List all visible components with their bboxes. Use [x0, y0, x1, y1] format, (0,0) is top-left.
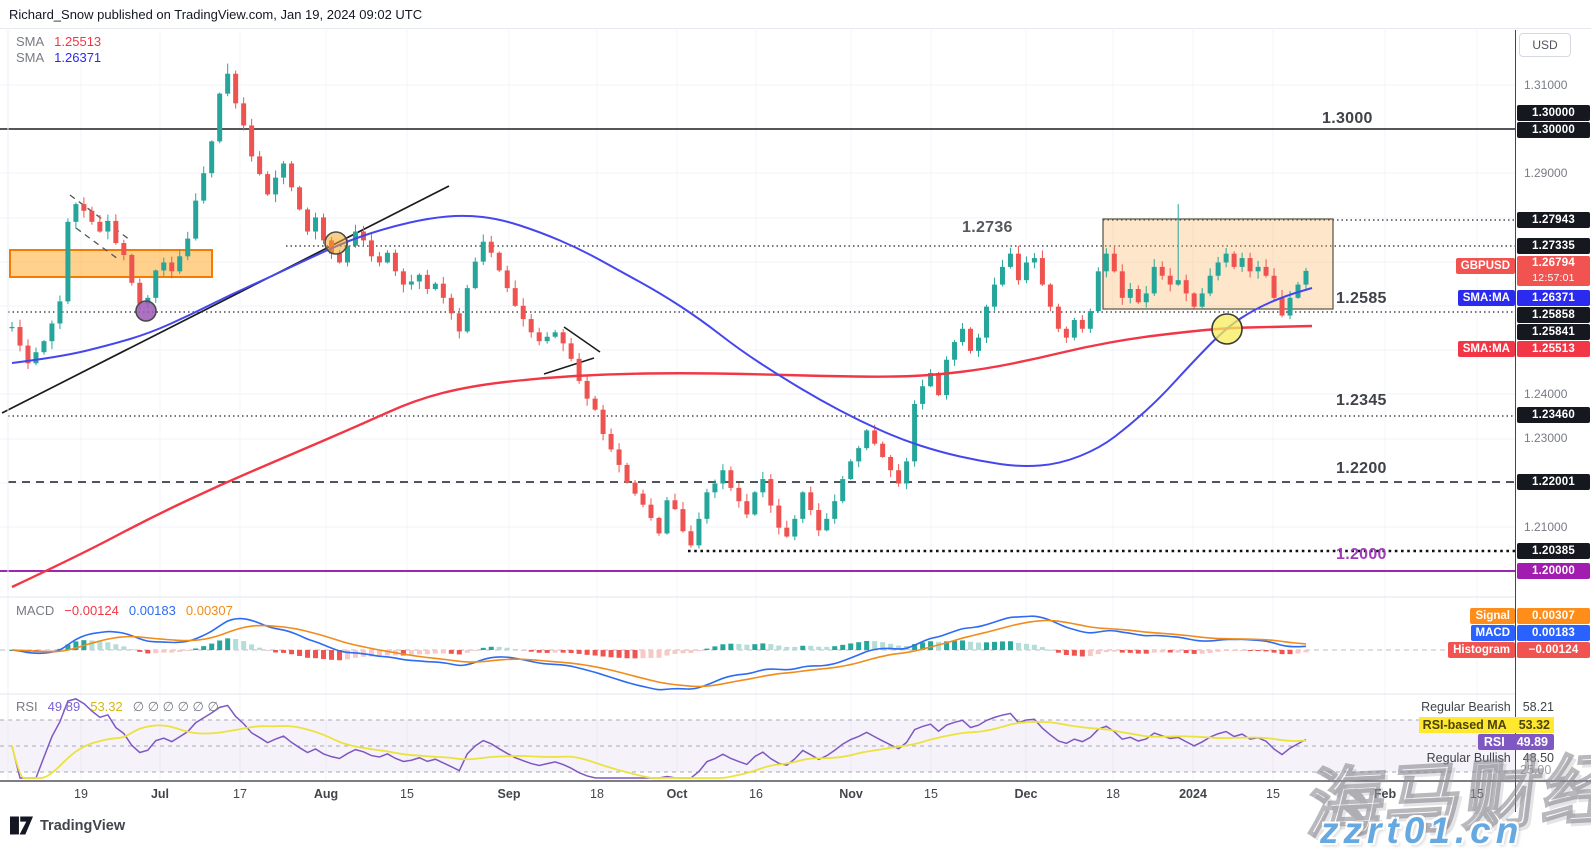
- price-line-badge: 1.25841: [1517, 324, 1590, 340]
- tradingview-brand-text: TradingView: [40, 817, 126, 834]
- price-line-badge: 1.25858: [1517, 307, 1590, 323]
- rsi-value: 49.89: [47, 699, 81, 714]
- sma1-label: SMA: [16, 34, 45, 49]
- histogram-value-badge: −0.00124: [1517, 642, 1590, 658]
- rsi-label: RSI: [16, 699, 38, 714]
- time-tick-15: 15: [400, 787, 414, 801]
- price-line-badge: 1.30000: [1517, 105, 1590, 121]
- rsi-ma-value: 53.32: [90, 699, 123, 714]
- last-price-badge: 1.26794 12:57:01: [1517, 256, 1590, 286]
- time-tick-16: 16: [749, 787, 763, 801]
- currency-toggle-button[interactable]: USD: [1519, 33, 1571, 57]
- time-tick-Sep: Sep: [497, 787, 521, 801]
- level-label-1.3000: 1.3000: [1322, 110, 1373, 127]
- macd-value-badge: 0.00183: [1517, 625, 1590, 641]
- price-tick: 1.21000: [1524, 520, 1568, 534]
- time-tick-Nov: Nov: [839, 787, 863, 801]
- sma-label-badge: SMA:MA: [1457, 341, 1515, 357]
- price-line-badge: 1.27335: [1517, 238, 1590, 254]
- price-tick: 1.31000: [1524, 78, 1568, 92]
- time-tick-19: 19: [74, 787, 88, 801]
- sma-legend-row-2[interactable]: SMA 1.26371: [16, 50, 101, 65]
- price-tick: 1.29000: [1524, 166, 1568, 180]
- time-tick-Jul: Jul: [150, 787, 170, 801]
- macd-line-value: 0.00183: [128, 603, 176, 618]
- yellow-cross-circle: [1211, 313, 1243, 345]
- level-label-1.2000: 1.2000: [1336, 546, 1387, 563]
- rsi-legend[interactable]: RSI 49.89 53.32 ∅ ∅ ∅ ∅ ∅ ∅: [16, 699, 219, 715]
- signal-label-badge: Signal: [1470, 608, 1515, 624]
- time-tick-18: 18: [590, 787, 604, 801]
- price-scale[interactable]: [1516, 30, 1591, 781]
- rsi-divergence-flags: ∅ ∅ ∅ ∅ ∅ ∅: [132, 699, 219, 714]
- rsi-side-label: Regular Bullish: [1426, 751, 1511, 765]
- sma2-value: 1.26371: [54, 50, 102, 65]
- rsi-side-row-rsi-based-ma: RSI-based MA 53.32: [1418, 717, 1554, 733]
- sma1-value: 1.25513: [54, 34, 102, 49]
- rsi-side-value: 49.89: [1516, 735, 1548, 749]
- time-tick-2024: 2024: [1179, 787, 1207, 801]
- tradingview-logo-icon: [10, 816, 33, 835]
- sma-value-badge: 1.25513: [1517, 341, 1590, 357]
- rsi-side-value: 48.50: [1522, 751, 1554, 765]
- sma-value-badge: 1.26371: [1517, 290, 1590, 306]
- macd-legend[interactable]: MACD −0.00124 0.00183 0.00307: [16, 603, 233, 618]
- rsi-side-row-regular-bullish: Regular Bullish 48.50: [1427, 751, 1554, 765]
- time-tick-Oct: Oct: [666, 787, 688, 801]
- macd-label: MACD: [16, 603, 55, 618]
- time-tick-15: 15: [1266, 787, 1280, 801]
- watermark-url[interactable]: zzrt01.cn: [1320, 810, 1524, 851]
- rsi-side-value: 58.21: [1522, 700, 1554, 714]
- orange-break-circle: [324, 231, 348, 255]
- price-line-badge: 1.27943: [1517, 212, 1590, 228]
- sma-legend-row-1[interactable]: SMA 1.25513: [16, 34, 101, 49]
- tradingview-footer[interactable]: TradingView: [10, 816, 125, 835]
- price-line-badge: 1.22001: [1517, 474, 1590, 490]
- time-tick-Feb: Feb: [1373, 787, 1397, 801]
- rsi-side-label: RSI-based MA: [1422, 718, 1507, 732]
- countdown-timer: 12:57:01: [1532, 272, 1575, 284]
- macd-signal-value: 0.00307: [185, 603, 233, 618]
- rsi-side-label: Regular Bearish: [1421, 700, 1511, 714]
- symbol-label-badge: GBPUSD: [1455, 258, 1515, 274]
- time-tick-17: 17: [233, 787, 247, 801]
- level-label-1.2736: 1.2736: [962, 219, 1013, 236]
- price-tick: 1.23000: [1524, 431, 1568, 445]
- sma-label-badge: SMA:MA: [1457, 290, 1515, 306]
- price-tick: 1.24000: [1524, 387, 1568, 401]
- level-label-1.2585: 1.2585: [1336, 290, 1387, 307]
- publish-info: Richard_Snow published on TradingView.co…: [9, 7, 423, 22]
- sma2-label: SMA: [16, 50, 45, 65]
- signal-value-badge: 0.00307: [1517, 608, 1590, 624]
- macd-label-badge: MACD: [1470, 625, 1515, 641]
- rsi-side-label: RSI: [1483, 735, 1505, 749]
- price-line-badge: 1.30000: [1517, 122, 1590, 138]
- rsi-side-value: 53.32: [1518, 718, 1550, 732]
- price-line-badge: 1.20385: [1517, 543, 1590, 559]
- time-tick-15: 15: [924, 787, 938, 801]
- purple-retest-circle: [135, 300, 157, 322]
- time-tick-18: 18: [1106, 787, 1120, 801]
- level-label-1.2200: 1.2200: [1336, 460, 1387, 477]
- level-label-1.2345: 1.2345: [1336, 392, 1387, 409]
- time-tick-15: 15: [1470, 787, 1484, 801]
- publish-header: Richard_Snow published on TradingView.co…: [0, 0, 1591, 29]
- macd-hist-value: −0.00124: [64, 603, 119, 618]
- time-tick-Dec: Dec: [1014, 787, 1038, 801]
- purple-level-badge: 1.20000: [1517, 563, 1590, 579]
- price-line-badge: 1.23460: [1517, 407, 1590, 423]
- last-price: 1.26794: [1532, 257, 1575, 269]
- rsi-side-row-regular-bearish: Regular Bearish 58.21: [1421, 700, 1554, 714]
- time-tick-Aug: Aug: [313, 787, 339, 801]
- histogram-label-badge: Histogram: [1448, 642, 1515, 658]
- rsi-side-row-rsi: RSI 49.89: [1477, 734, 1554, 750]
- rsi-scale-value: 25.00: [1520, 763, 1552, 777]
